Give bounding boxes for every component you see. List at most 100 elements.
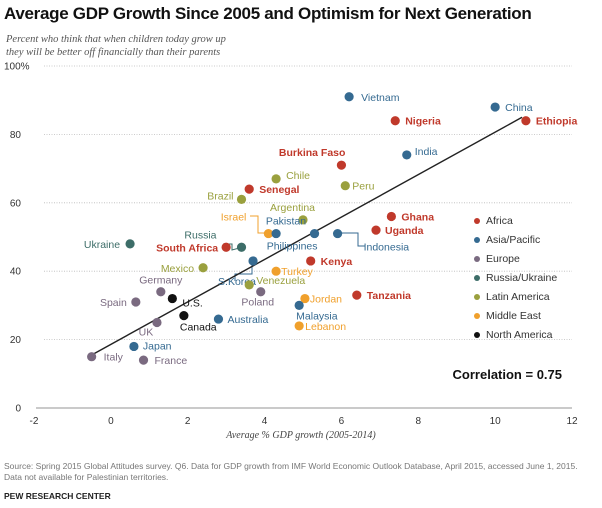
data-point-india <box>402 150 412 160</box>
point-label: Brazil <box>207 190 233 202</box>
data-point-israel <box>263 228 274 239</box>
point-label: Indonesia <box>364 242 410 254</box>
data-point-indonesia <box>332 228 343 239</box>
legend-label: Africa <box>486 214 513 227</box>
data-point-canada <box>179 311 189 321</box>
point-label: Argentina <box>270 202 315 214</box>
data-point-uganda <box>371 225 381 235</box>
point-label: Philippines <box>267 241 318 253</box>
data-point-venezuela <box>244 280 254 290</box>
y-tick-label: 100% <box>4 62 30 73</box>
data-point-jordan <box>300 293 310 304</box>
data-point-tanzania <box>352 290 362 300</box>
subtitle-line-1: Percent who think that when children tod… <box>6 34 226 45</box>
data-point-philippines <box>309 228 320 239</box>
x-tick-label: 8 <box>416 416 422 427</box>
data-point-s-korea <box>248 256 258 266</box>
point-label: Nigeria <box>405 116 441 128</box>
x-tick-label: 12 <box>566 416 578 427</box>
point-label: Canada <box>180 322 217 334</box>
data-point-senegal <box>244 184 254 194</box>
legend-label: Middle East <box>486 309 541 322</box>
y-tick-label: 60 <box>10 198 22 209</box>
x-tick-label: 10 <box>490 416 502 427</box>
point-label: Mexico <box>161 263 194 275</box>
source-note: Source: Spring 2015 Global Attitudes sur… <box>4 461 578 482</box>
data-point-malaysia <box>294 300 304 310</box>
point-label: Jordan <box>310 294 342 306</box>
legend-item: Middle East <box>474 306 557 325</box>
legend-item: North America <box>474 325 557 344</box>
legend-label: Latin America <box>486 290 550 303</box>
data-point-nigeria <box>390 116 400 126</box>
data-point-ukraine <box>125 239 135 249</box>
data-point-france <box>138 355 149 365</box>
point-label: Senegal <box>259 184 299 196</box>
legend-swatch <box>474 274 480 281</box>
subtitle-line-2: they will be better off financially than… <box>6 46 221 58</box>
data-point-vietnam <box>344 92 354 102</box>
point-label: Turkey <box>281 266 313 278</box>
x-tick-label: 0 <box>108 416 114 427</box>
point-label: India <box>415 146 438 158</box>
data-point-uk <box>152 317 162 328</box>
y-tick-label: 20 <box>10 335 22 346</box>
point-label: Peru <box>352 181 374 193</box>
legend-swatch <box>474 331 480 338</box>
legend-label: Asia/Pacific <box>486 233 541 246</box>
data-point-chile <box>271 174 281 184</box>
point-label: U.S. <box>182 298 202 310</box>
legend-swatch <box>474 293 480 300</box>
point-label: Uganda <box>385 225 424 237</box>
data-point-peru <box>340 181 350 191</box>
data-point-kenya <box>306 256 316 266</box>
correlation-annotation: Correlation = 0.75 <box>452 367 562 382</box>
point-label: South Africa <box>156 242 218 254</box>
data-point-italy <box>87 352 97 362</box>
point-label: Chile <box>286 170 310 182</box>
legend-swatch <box>474 217 480 224</box>
point-label: Poland <box>241 297 274 309</box>
legend-item: Asia/Pacific <box>474 230 557 249</box>
point-label: Ukraine <box>84 239 120 251</box>
data-point-burkina-faso <box>336 160 347 170</box>
data-point-u-s- <box>167 293 177 304</box>
legend-swatch <box>474 255 480 262</box>
legend-swatch <box>474 236 480 243</box>
x-tick-label: 4 <box>262 416 268 427</box>
legend-item: Africa <box>474 211 557 230</box>
data-point-ghana <box>386 211 396 222</box>
legend-swatch <box>474 312 480 319</box>
leader-line <box>337 232 365 247</box>
data-point-pakistan <box>271 228 281 239</box>
x-tick-label: 2 <box>185 416 191 427</box>
point-label: Venezuela <box>256 275 305 287</box>
data-point-spain <box>131 297 141 307</box>
point-label: Malaysia <box>296 310 338 322</box>
data-point-turkey <box>271 266 281 276</box>
point-label: Tanzania <box>367 290 411 302</box>
data-point-russia <box>236 242 247 252</box>
legend-label: North America <box>486 328 553 341</box>
y-tick-label: 0 <box>15 404 21 415</box>
point-label: Russia <box>184 229 216 241</box>
point-label: Lebanon <box>305 321 346 333</box>
y-tick-label: 40 <box>10 267 22 278</box>
x-tick-label: 6 <box>339 416 345 427</box>
leader-line <box>250 215 267 234</box>
legend-item: Russia/Ukraine <box>474 268 557 287</box>
point-label: Kenya <box>321 256 353 268</box>
trendline <box>91 116 523 356</box>
data-point-ethiopia <box>521 116 531 126</box>
x-tick-label: -2 <box>30 416 39 427</box>
point-label: UK <box>139 327 154 339</box>
legend-item: Latin America <box>474 287 557 306</box>
data-point-germany <box>156 287 166 297</box>
point-label: Spain <box>100 297 127 309</box>
point-label: Ethiopia <box>536 116 578 128</box>
data-point-australia <box>213 314 224 324</box>
brand-label: PEW RESEARCH CENTER <box>4 491 111 501</box>
point-label: Ghana <box>401 211 434 223</box>
point-label: Pakistan <box>266 216 306 228</box>
